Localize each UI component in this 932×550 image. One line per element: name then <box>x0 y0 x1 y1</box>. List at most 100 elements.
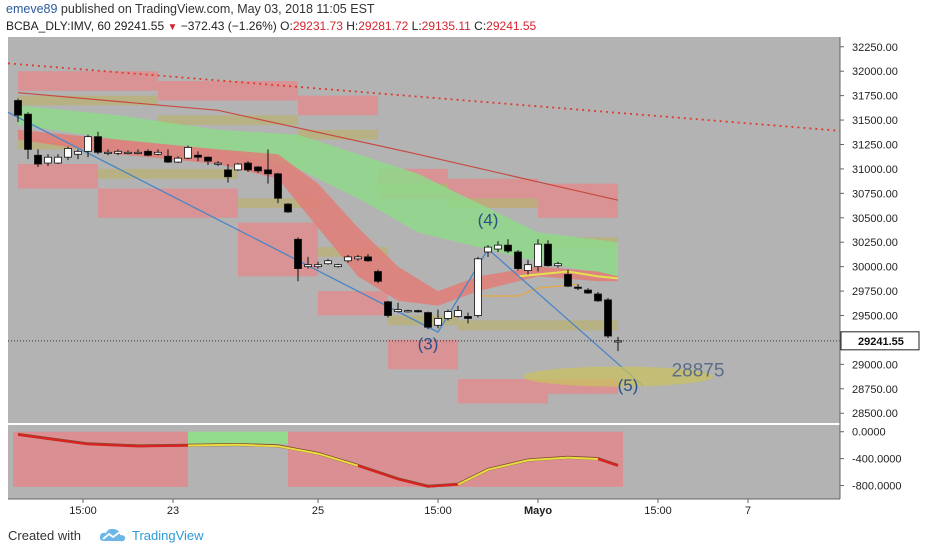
wave-label: (4) <box>478 211 499 230</box>
candle <box>154 149 162 156</box>
moving-average-ribbon <box>18 105 619 306</box>
price-tick-label: 32000.00 <box>852 66 898 78</box>
candle <box>124 150 132 155</box>
yellow-ma-line <box>517 270 619 280</box>
candle-body <box>34 154 42 165</box>
candle-body <box>414 310 422 313</box>
candle-body <box>484 246 492 253</box>
candle <box>164 149 172 164</box>
price-tick-label: 32250.00 <box>852 42 898 54</box>
red-ribbon <box>18 129 618 306</box>
candle-body <box>124 151 132 154</box>
candle-body <box>104 151 112 154</box>
candle-body <box>324 260 332 265</box>
candle <box>414 309 422 313</box>
wave-label: (3) <box>418 335 439 354</box>
candle-body <box>204 156 212 162</box>
price-change: −372.43 (−1.26%) <box>180 19 277 33</box>
candle <box>484 245 492 257</box>
candle <box>44 154 52 166</box>
candle-body <box>564 274 572 287</box>
candle-body <box>224 169 232 178</box>
candle-body <box>74 150 82 155</box>
candle-body <box>404 310 412 313</box>
candle <box>174 156 182 164</box>
candle-body <box>304 264 312 268</box>
price-tick-label: 29750.00 <box>852 286 898 298</box>
candle <box>204 156 212 166</box>
tradingview-brand[interactable]: TradingView <box>132 528 204 543</box>
oscillator-yellow-signal <box>187 443 359 467</box>
candle <box>504 239 512 253</box>
indicator-tick-label: -800.0000 <box>852 481 902 493</box>
author-link[interactable]: emeve89 <box>6 2 58 16</box>
candle <box>554 261 562 268</box>
candle <box>224 164 232 183</box>
candle <box>94 131 102 155</box>
candle-body <box>424 312 432 328</box>
candle-body <box>374 271 382 282</box>
candle-body <box>464 316 472 319</box>
candle-body <box>284 203 292 213</box>
candle-body <box>134 151 142 154</box>
time-tick-label: 15:00 <box>424 505 452 517</box>
candle-body <box>474 258 482 316</box>
candle <box>24 112 32 160</box>
candle-body <box>594 293 602 302</box>
published-text: published on TradingView.com, May 03, 20… <box>60 2 375 16</box>
close-value: 29241.55 <box>486 19 537 33</box>
price-tick-label: 28500.00 <box>852 408 898 420</box>
price-chart[interactable]: (3)(4)(5)28875 32250.0032000.0031750.003… <box>0 0 932 520</box>
candle-body <box>614 340 622 343</box>
candle <box>354 254 362 261</box>
candle <box>384 300 392 318</box>
candle <box>454 305 462 318</box>
candle <box>514 250 522 271</box>
candle-body <box>504 244 512 252</box>
candle <box>34 149 42 167</box>
wave-label: 28875 <box>672 361 725 382</box>
candle <box>594 292 602 302</box>
time-tick-label: 7 <box>745 505 751 517</box>
candles <box>14 98 622 352</box>
candle <box>234 163 242 171</box>
price-tick-label: 31000.00 <box>852 164 898 176</box>
candle <box>74 149 82 160</box>
candle <box>214 161 222 166</box>
candle <box>404 309 412 313</box>
candle <box>54 154 62 165</box>
candle-body <box>244 162 252 171</box>
time-tick-label: 15:00 <box>644 505 672 517</box>
candle-body <box>94 136 102 153</box>
candle <box>294 237 302 282</box>
time-tick-label: 25 <box>312 505 324 517</box>
candle <box>564 269 572 288</box>
open-value: 29231.73 <box>292 19 343 33</box>
candle-body <box>364 256 372 262</box>
candle-body <box>434 318 442 326</box>
publish-header: emeve89 published on TradingView.com, Ma… <box>6 2 375 16</box>
last-price-axis-label: 29241.55 <box>858 336 904 348</box>
orange-ma-line <box>478 283 579 297</box>
candle-body <box>524 264 532 271</box>
created-with-text: Created with <box>8 528 81 543</box>
candle <box>364 253 372 262</box>
candle <box>344 254 352 263</box>
candle-body <box>64 148 72 158</box>
candle-body <box>494 244 502 250</box>
close-label: C: <box>474 19 487 33</box>
candle <box>244 161 252 172</box>
green-ribbon <box>18 105 618 277</box>
candle-body <box>514 251 522 269</box>
wave-annotations: (3) (4) (5) 28875 <box>418 211 725 395</box>
trend-lines <box>7 62 841 387</box>
candle-body <box>254 166 262 172</box>
tradingview-cloud-icon <box>99 528 126 542</box>
symbol-header: BCBA_DLY:IMV, 60 29241.55 ▼ −372.43 (−1.… <box>6 19 536 33</box>
candle-body <box>214 162 222 165</box>
low-label: L: <box>411 19 422 33</box>
symbol-label: BCBA_DLY:IMV, 60 <box>6 19 111 33</box>
price-tick-label: 30750.00 <box>852 188 898 200</box>
candle <box>614 336 622 352</box>
candle-body <box>574 286 582 289</box>
